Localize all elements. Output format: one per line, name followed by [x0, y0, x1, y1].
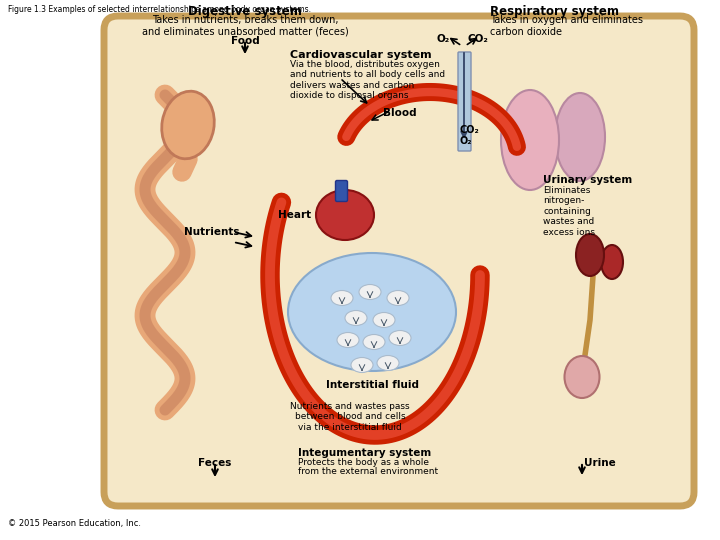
Text: Takes in nutrients, breaks them down,
and eliminates unabsorbed matter (feces): Takes in nutrients, breaks them down, an… [142, 15, 348, 37]
Text: Heart: Heart [279, 210, 312, 220]
Text: Respiratory system: Respiratory system [490, 5, 619, 18]
Text: Via the blood, distributes oxygen
and nutrients to all body cells and
delivers w: Via the blood, distributes oxygen and nu… [290, 60, 445, 100]
FancyBboxPatch shape [104, 16, 694, 506]
Text: Integumentary system: Integumentary system [298, 448, 431, 458]
Text: Urinary system: Urinary system [543, 175, 632, 185]
Ellipse shape [389, 330, 411, 346]
Ellipse shape [331, 291, 353, 306]
Text: Feces: Feces [198, 458, 232, 468]
Ellipse shape [377, 355, 399, 370]
Ellipse shape [345, 310, 367, 326]
Text: Interstitial fluid: Interstitial fluid [325, 380, 418, 390]
Ellipse shape [359, 285, 381, 300]
Ellipse shape [363, 334, 385, 349]
Ellipse shape [576, 234, 604, 276]
Ellipse shape [564, 356, 600, 398]
Ellipse shape [387, 291, 409, 306]
Text: CO₂: CO₂ [467, 34, 488, 44]
Text: Digestive system: Digestive system [188, 5, 302, 18]
Text: Protects the body as a whole: Protects the body as a whole [298, 458, 429, 467]
Ellipse shape [288, 253, 456, 371]
Text: O₂: O₂ [436, 34, 449, 44]
Text: O₂: O₂ [460, 136, 472, 146]
Ellipse shape [601, 245, 623, 279]
Text: Nutrients: Nutrients [184, 227, 240, 237]
Text: CO₂: CO₂ [460, 125, 480, 135]
Text: Figure 1.3 Examples of selected interrelationships among body organ systems.: Figure 1.3 Examples of selected interrel… [8, 5, 311, 14]
Text: Urine: Urine [584, 458, 616, 468]
Ellipse shape [555, 93, 605, 181]
Text: Cardiovascular system: Cardiovascular system [290, 50, 431, 60]
Text: Food: Food [230, 36, 259, 46]
Text: Nutrients and wastes pass
between blood and cells
via the interstitial fluid: Nutrients and wastes pass between blood … [290, 402, 410, 432]
FancyBboxPatch shape [458, 52, 471, 151]
Text: Eliminates
nitrogen-
containing
wastes and
excess ions: Eliminates nitrogen- containing wastes a… [543, 186, 595, 237]
Ellipse shape [337, 333, 359, 348]
Text: Takes in oxygen and eliminates
carbon dioxide: Takes in oxygen and eliminates carbon di… [490, 15, 643, 37]
Ellipse shape [351, 357, 373, 373]
Ellipse shape [162, 91, 215, 159]
Ellipse shape [501, 90, 559, 190]
FancyBboxPatch shape [336, 180, 348, 201]
Text: from the external environment: from the external environment [298, 467, 438, 476]
Ellipse shape [316, 190, 374, 240]
Ellipse shape [373, 313, 395, 327]
Text: © 2015 Pearson Education, Inc.: © 2015 Pearson Education, Inc. [8, 519, 141, 528]
Text: Blood: Blood [383, 108, 417, 118]
